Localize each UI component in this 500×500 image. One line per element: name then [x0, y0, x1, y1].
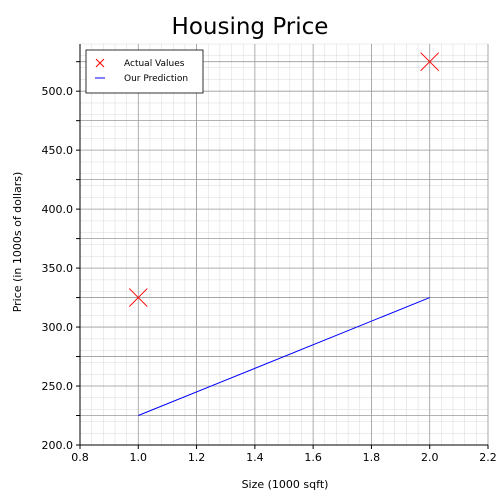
x-tick-label: 1.6 [304, 451, 322, 464]
x-axis-label: Size (1000 sqft) [242, 478, 329, 491]
legend-marker-actual-values [95, 58, 105, 68]
plot-area: 0.8 1.0 1.2 1.4 1.6 1.8 2.0 2.2 200.0 250.0 300.0 3… [42, 43, 497, 464]
marker-stroke [128, 288, 148, 307]
y-tick-label: 350.0 [42, 262, 74, 275]
legend-label: Our Prediction [124, 74, 188, 84]
y-tick-label: 500.0 [42, 85, 74, 98]
y-tick-label: 200.0 [42, 439, 74, 452]
y-tick-label: 300.0 [42, 321, 74, 334]
x-tick-label: 2.2 [479, 451, 497, 464]
x-tick-label: 2.0 [421, 451, 439, 464]
x-tick-label: 1.8 [363, 451, 381, 464]
y-tick-label: 400.0 [42, 203, 74, 216]
chart-title: Housing Price [172, 14, 329, 40]
legend: Actual Values Our Prediction [85, 49, 204, 94]
prediction-line [138, 297, 430, 416]
y-tick-label: 450.0 [42, 144, 74, 157]
actual-value-marker [128, 288, 148, 307]
actual-value-marker [420, 52, 440, 72]
x-tick-label: 1.0 [130, 451, 148, 464]
y-axis-label: Price (in 1000s of dollars) [11, 172, 24, 313]
x-tick-label: 0.8 [71, 451, 89, 464]
legend-label: Actual Values [124, 59, 185, 69]
marker-stroke [95, 58, 105, 68]
x-tick-label: 1.2 [188, 451, 206, 464]
marker-stroke [420, 52, 440, 72]
legend-box [85, 49, 204, 94]
y-tick-label: 250.0 [42, 380, 74, 393]
x-tick-label: 1.4 [246, 451, 264, 464]
